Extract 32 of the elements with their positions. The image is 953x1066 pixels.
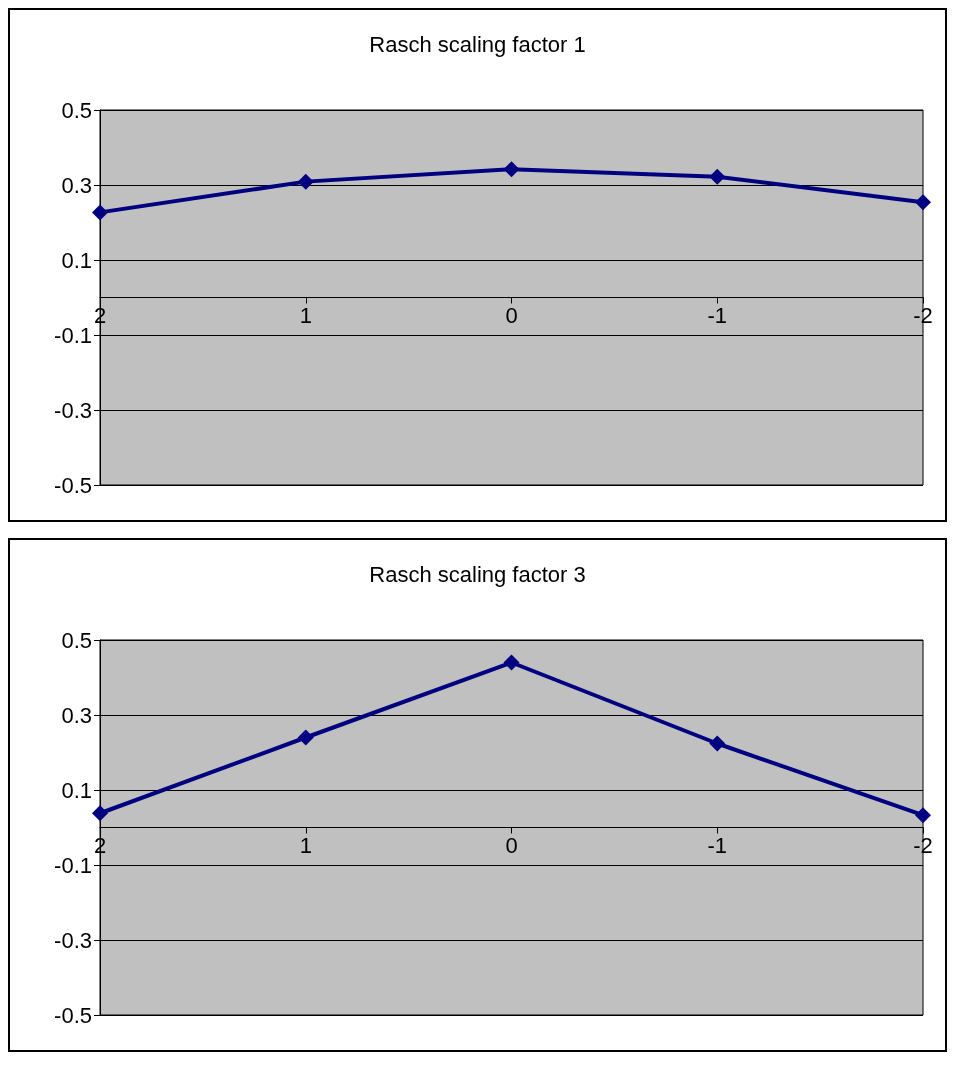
point [709, 168, 726, 185]
y-tick-label: -0.3 [54, 927, 92, 953]
point [92, 204, 108, 221]
y-tick-label: 0.3 [61, 702, 92, 728]
y-tick-label: 0.3 [61, 172, 92, 198]
point [503, 161, 520, 178]
point [709, 735, 726, 752]
point [297, 729, 314, 746]
x-tick-label: 0 [505, 833, 518, 858]
point [503, 654, 520, 671]
point [297, 173, 314, 190]
y-tick-label: 0.5 [61, 627, 92, 653]
y-tick-label: 0.5 [61, 97, 92, 123]
y-tick-label: -0.5 [54, 472, 92, 498]
x-tick-label: -2 [913, 833, 933, 858]
y-tick-label: -0.1 [54, 852, 92, 878]
chart-title: Rasch scaling factor 1 [369, 31, 586, 57]
y-tick-label: -0.5 [54, 1002, 92, 1028]
point [915, 194, 931, 211]
chart-title: Rasch scaling factor 3 [369, 561, 586, 587]
x-tick-label: -1 [707, 303, 728, 328]
x-tick-label: 1 [299, 833, 312, 858]
y-tick-label: 0.1 [61, 247, 92, 273]
point [915, 807, 931, 824]
x-tick-label: 1 [299, 303, 312, 328]
y-tick-label: -0.1 [54, 322, 92, 348]
x-tick-label: -1 [707, 833, 728, 858]
y-tick-label: 0.1 [61, 777, 92, 803]
y-tick-label: -0.3 [54, 397, 92, 423]
x-tick-label: -2 [913, 303, 933, 328]
x-tick-label: 0 [505, 303, 518, 328]
point [92, 805, 108, 822]
